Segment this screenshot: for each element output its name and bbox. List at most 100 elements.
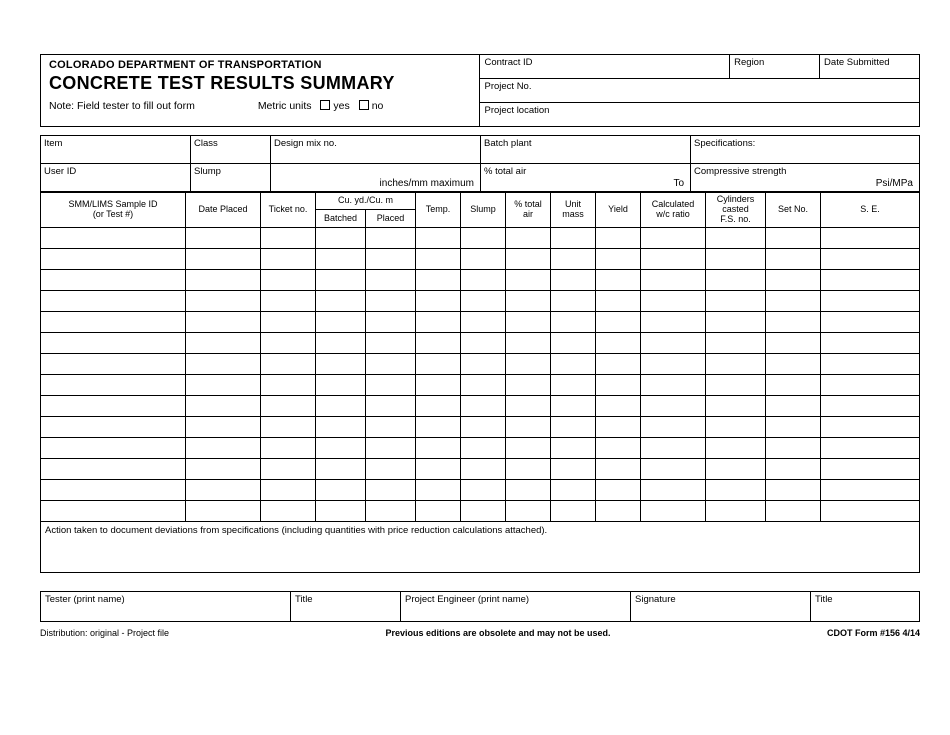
data-cell[interactable] <box>261 479 316 500</box>
data-cell[interactable] <box>551 458 596 479</box>
data-cell[interactable] <box>821 458 920 479</box>
data-cell[interactable] <box>316 479 366 500</box>
data-cell[interactable] <box>766 269 821 290</box>
data-cell[interactable] <box>316 332 366 353</box>
data-cell[interactable] <box>766 416 821 437</box>
data-cell[interactable] <box>821 395 920 416</box>
data-cell[interactable] <box>706 416 766 437</box>
data-cell[interactable] <box>186 248 261 269</box>
data-cell[interactable] <box>551 500 596 521</box>
data-cell[interactable] <box>506 332 551 353</box>
data-cell[interactable] <box>821 353 920 374</box>
data-cell[interactable] <box>551 332 596 353</box>
data-cell[interactable] <box>596 416 641 437</box>
data-cell[interactable] <box>551 416 596 437</box>
data-cell[interactable] <box>706 311 766 332</box>
data-cell[interactable] <box>641 437 706 458</box>
data-cell[interactable] <box>706 332 766 353</box>
data-cell[interactable] <box>821 248 920 269</box>
data-cell[interactable] <box>821 416 920 437</box>
data-cell[interactable] <box>261 416 316 437</box>
data-cell[interactable] <box>461 500 506 521</box>
design-mix-field[interactable]: Design mix no. <box>271 136 481 164</box>
data-cell[interactable] <box>551 311 596 332</box>
data-cell[interactable] <box>766 374 821 395</box>
contract-id-field[interactable]: Contract ID <box>480 55 730 79</box>
data-cell[interactable] <box>596 290 641 311</box>
data-cell[interactable] <box>316 290 366 311</box>
data-cell[interactable] <box>821 437 920 458</box>
data-cell[interactable] <box>416 353 461 374</box>
class-field[interactable]: Class <box>191 136 271 164</box>
data-cell[interactable] <box>766 395 821 416</box>
data-cell[interactable] <box>461 479 506 500</box>
data-cell[interactable] <box>706 437 766 458</box>
data-cell[interactable] <box>506 416 551 437</box>
data-cell[interactable] <box>366 311 416 332</box>
data-cell[interactable] <box>706 248 766 269</box>
data-cell[interactable] <box>706 458 766 479</box>
data-cell[interactable] <box>551 353 596 374</box>
data-cell[interactable] <box>366 332 416 353</box>
data-cell[interactable] <box>416 227 461 248</box>
data-cell[interactable] <box>766 479 821 500</box>
data-cell[interactable] <box>461 353 506 374</box>
data-cell[interactable] <box>551 374 596 395</box>
data-cell[interactable] <box>261 248 316 269</box>
data-cell[interactable] <box>366 227 416 248</box>
data-cell[interactable] <box>506 248 551 269</box>
data-cell[interactable] <box>366 353 416 374</box>
region-field[interactable]: Region <box>730 55 820 79</box>
item-field[interactable]: Item <box>41 136 191 164</box>
data-cell[interactable] <box>186 269 261 290</box>
data-cell[interactable] <box>766 248 821 269</box>
data-cell[interactable] <box>41 332 186 353</box>
data-cell[interactable] <box>706 353 766 374</box>
engineer-title-field[interactable]: Title <box>811 591 920 621</box>
data-cell[interactable] <box>316 374 366 395</box>
data-cell[interactable] <box>596 227 641 248</box>
data-cell[interactable] <box>596 458 641 479</box>
data-cell[interactable] <box>261 437 316 458</box>
data-cell[interactable] <box>596 353 641 374</box>
data-cell[interactable] <box>461 290 506 311</box>
data-cell[interactable] <box>461 269 506 290</box>
data-cell[interactable] <box>316 458 366 479</box>
data-cell[interactable] <box>551 269 596 290</box>
data-cell[interactable] <box>366 374 416 395</box>
data-cell[interactable] <box>821 311 920 332</box>
data-cell[interactable] <box>261 311 316 332</box>
data-cell[interactable] <box>416 311 461 332</box>
data-cell[interactable] <box>261 395 316 416</box>
data-cell[interactable] <box>41 395 186 416</box>
data-cell[interactable] <box>551 479 596 500</box>
data-cell[interactable] <box>766 353 821 374</box>
data-cell[interactable] <box>641 332 706 353</box>
project-no-field[interactable]: Project No. <box>480 79 920 103</box>
data-cell[interactable] <box>551 227 596 248</box>
data-cell[interactable] <box>261 290 316 311</box>
data-cell[interactable] <box>316 248 366 269</box>
data-cell[interactable] <box>316 416 366 437</box>
data-cell[interactable] <box>506 479 551 500</box>
data-cell[interactable] <box>416 437 461 458</box>
data-cell[interactable] <box>41 290 186 311</box>
data-cell[interactable] <box>41 437 186 458</box>
data-cell[interactable] <box>186 416 261 437</box>
data-cell[interactable] <box>596 248 641 269</box>
data-cell[interactable] <box>186 353 261 374</box>
data-cell[interactable] <box>551 290 596 311</box>
data-cell[interactable] <box>461 416 506 437</box>
data-cell[interactable] <box>641 416 706 437</box>
data-cell[interactable] <box>186 290 261 311</box>
data-cell[interactable] <box>766 227 821 248</box>
data-cell[interactable] <box>596 332 641 353</box>
data-cell[interactable] <box>596 437 641 458</box>
data-cell[interactable] <box>461 311 506 332</box>
data-cell[interactable] <box>641 374 706 395</box>
data-cell[interactable] <box>706 395 766 416</box>
data-cell[interactable] <box>186 311 261 332</box>
data-cell[interactable] <box>641 479 706 500</box>
data-cell[interactable] <box>41 311 186 332</box>
data-cell[interactable] <box>41 353 186 374</box>
